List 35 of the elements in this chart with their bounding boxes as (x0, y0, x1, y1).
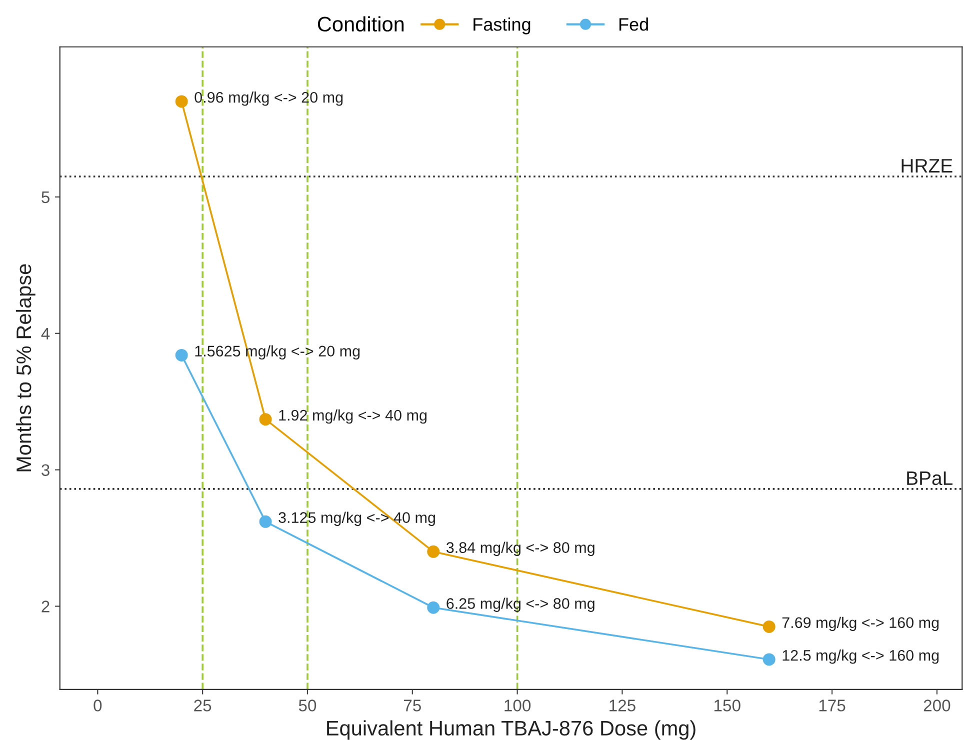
x-tick-label: 0 (94, 700, 102, 712)
annotation: 6.25 mg/kg <-> 80 mg (446, 598, 594, 612)
annotation: 3.84 mg/kg <-> 80 mg (446, 542, 594, 556)
point (427, 545, 440, 558)
point (175, 348, 188, 362)
x-tick-label: 100 (504, 700, 531, 712)
y-tick-label: 2 (42, 600, 50, 612)
point (259, 413, 272, 426)
point (175, 95, 188, 108)
x-axis-title: Equivalent Human TBAJ-876 Dose (mg) (327, 720, 696, 740)
annotation: 3.125 mg/kg <-> 40 mg (278, 512, 435, 526)
annotation: 0.96 mg/kg <-> 20 mg (194, 92, 343, 106)
y-tick-label: 5 (42, 192, 50, 204)
ref-line-label: BPaL (907, 472, 952, 486)
annotation: 1.92 mg/kg <-> 40 mg (279, 409, 426, 424)
ref-line-label: HRZE (902, 159, 952, 172)
legend-label: Fasting (474, 18, 530, 34)
legend-label: Fed (619, 18, 648, 31)
x-tick-label: 125 (610, 700, 636, 712)
annotation: 7.69 mg/kg <-> 160 mg (782, 616, 939, 632)
x-tick-label: 175 (819, 700, 846, 712)
x-tick-label: 50 (298, 700, 316, 712)
x-tick-label: 150 (714, 700, 740, 712)
point (762, 653, 776, 666)
point (427, 601, 440, 614)
x-tick-label: 200 (924, 700, 950, 712)
y-tick-label: 4 (41, 328, 50, 340)
legend-title: Condition (318, 16, 404, 32)
point (259, 515, 272, 528)
annotation: 12.5 mg/kg <-> 160 mg (782, 650, 939, 664)
x-tick-label: 75 (404, 700, 421, 712)
x-tick-label: 25 (194, 700, 212, 712)
point (762, 620, 776, 633)
y-axis-title: Months to 5% Relapse (16, 264, 36, 472)
y-tick-label: 3 (42, 464, 50, 476)
